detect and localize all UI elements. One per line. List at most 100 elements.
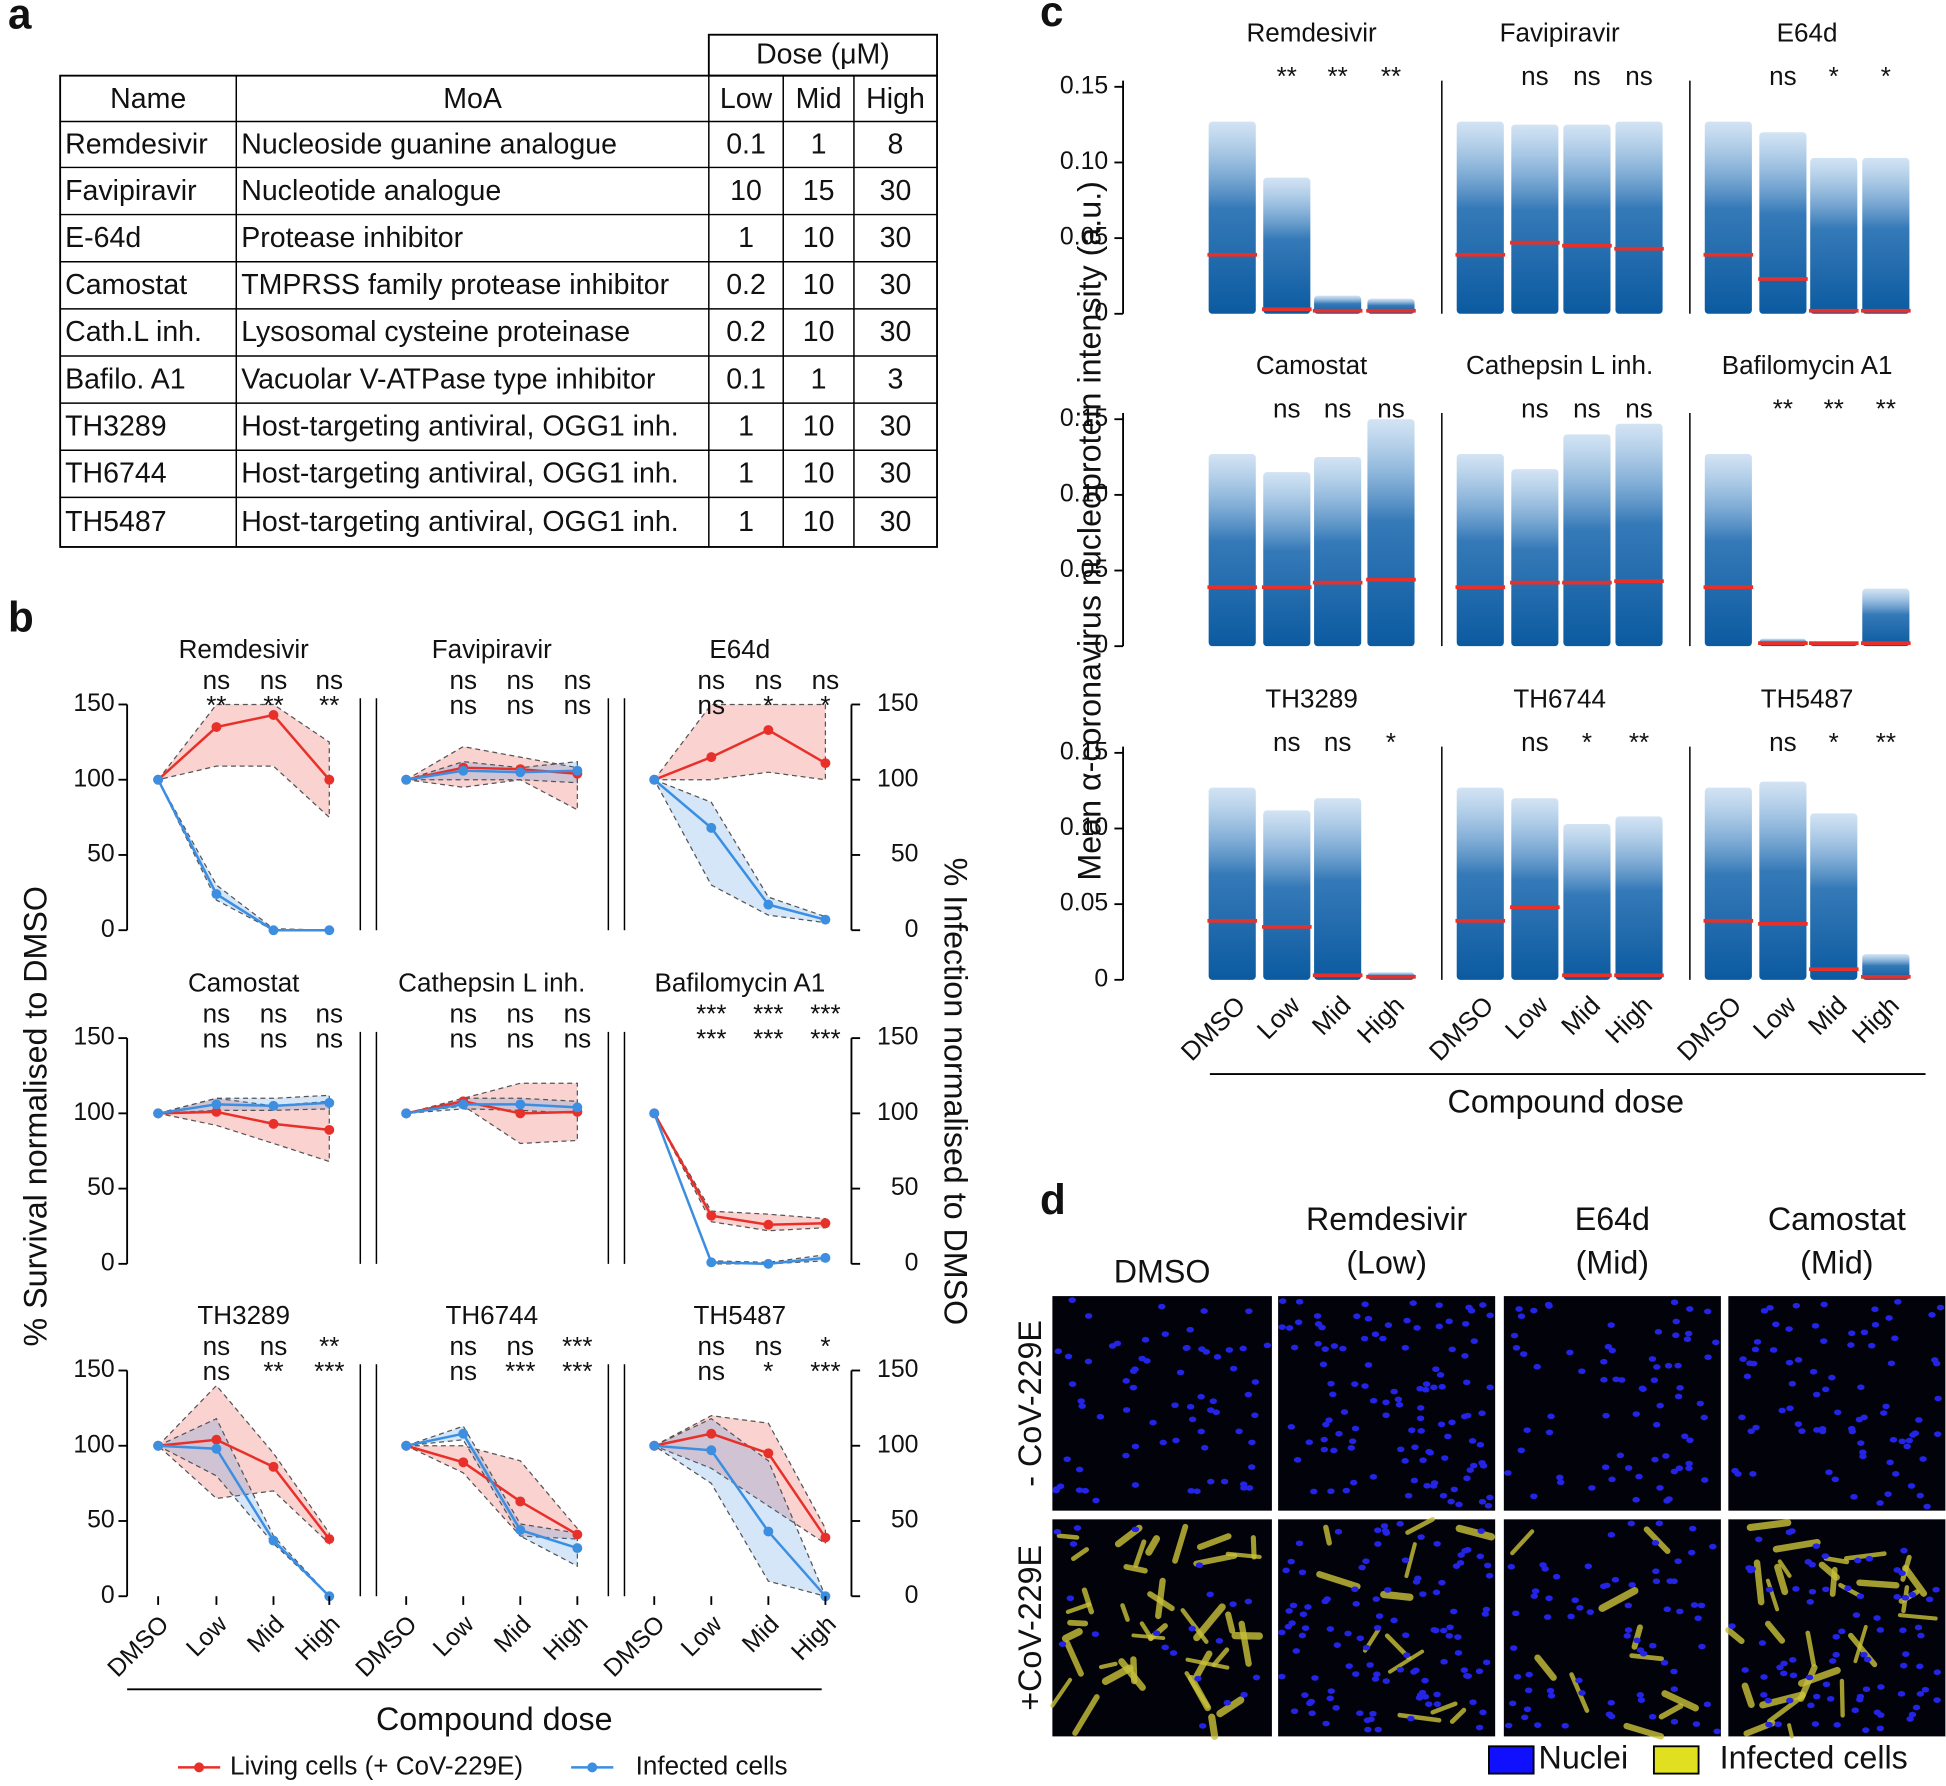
nucleus	[1820, 1301, 1828, 1308]
nucleus	[1084, 1313, 1093, 1319]
nucleus	[1654, 1328, 1663, 1335]
nucleus	[1676, 1608, 1684, 1615]
point	[324, 1097, 335, 1108]
significance-label: **	[1876, 393, 1896, 423]
nucleus	[1215, 1638, 1224, 1644]
infected-cell	[1131, 1633, 1166, 1641]
nucleus	[1760, 1674, 1768, 1680]
nucleus	[1159, 1439, 1167, 1446]
infected-cell	[1180, 1608, 1209, 1644]
nucleus	[1906, 1716, 1914, 1722]
nucleus	[1430, 1384, 1438, 1391]
infected-cell	[1208, 1713, 1219, 1740]
point-cloud	[1563, 434, 1611, 647]
x-tick-label: Mid	[489, 1611, 536, 1658]
nucleus	[1425, 1448, 1433, 1455]
y2-tick-label: 50	[891, 841, 919, 868]
significance-label: ns	[507, 1331, 535, 1361]
point	[153, 774, 164, 785]
significance-label: ns	[1573, 61, 1601, 91]
median-line	[1562, 973, 1612, 978]
point-cloud	[1511, 124, 1559, 314]
micrograph	[1503, 1519, 1721, 1740]
infected-cell	[1250, 1535, 1257, 1560]
point	[763, 1448, 774, 1459]
x-tick-label: High	[1846, 990, 1905, 1049]
table-dose-header: Dose (μM)	[756, 38, 890, 70]
nucleus	[1547, 1692, 1556, 1699]
nucleus	[1513, 1673, 1522, 1680]
nucleus	[1252, 1674, 1261, 1681]
nucleus	[1461, 1353, 1469, 1359]
nucleus	[1478, 1498, 1487, 1505]
y-tick-label: 100	[73, 1431, 114, 1458]
nucleus	[1833, 1409, 1842, 1416]
y-tick-label: 0	[101, 916, 115, 943]
nucleus	[1294, 1319, 1303, 1326]
nucleus	[1290, 1708, 1299, 1715]
nucleus	[1701, 1477, 1709, 1483]
nucleus	[1703, 1701, 1712, 1708]
nucleus	[1753, 1338, 1762, 1345]
nucleus	[1356, 1635, 1365, 1642]
nucleus	[1141, 1336, 1150, 1343]
nucleus	[1857, 1384, 1865, 1391]
line	[405, 1100, 578, 1115]
nucleus	[1425, 1701, 1433, 1708]
nucleus	[1339, 1345, 1347, 1352]
significance-label: *	[1881, 61, 1891, 91]
significance-label: ns	[1377, 393, 1405, 423]
nucleus	[1209, 1398, 1218, 1405]
micrograph	[1278, 1296, 1496, 1511]
nucleus	[1662, 1453, 1670, 1459]
significance-label: ***	[810, 1356, 840, 1386]
significance-label: **	[263, 690, 283, 720]
nucleus	[1798, 1428, 1806, 1434]
infected-cell	[1534, 1654, 1557, 1681]
nucleus	[1828, 1374, 1836, 1381]
point	[211, 889, 222, 900]
nucleus	[1670, 1299, 1679, 1306]
significance-label: *	[763, 1356, 773, 1386]
median-line	[1261, 924, 1312, 929]
nucleus	[1200, 1444, 1209, 1451]
nucleus	[1053, 1528, 1062, 1535]
nucleus	[1916, 1492, 1924, 1499]
nucleus	[1912, 1704, 1921, 1711]
nucleus	[1327, 1688, 1335, 1694]
nucleus	[1423, 1482, 1431, 1489]
nucleus	[1632, 1496, 1640, 1503]
nucleus	[1882, 1403, 1890, 1410]
nucleus	[1786, 1405, 1794, 1412]
nucleus	[1411, 1444, 1419, 1451]
nucleus	[1556, 1479, 1565, 1486]
nucleus	[1439, 1492, 1448, 1499]
infected-cell	[1145, 1535, 1161, 1556]
line	[158, 1110, 330, 1132]
nucleus	[1578, 1368, 1586, 1375]
micrograph-bg	[1728, 1296, 1946, 1511]
nucleus	[1618, 1377, 1626, 1383]
significance-label: ns	[449, 665, 477, 695]
y2-tick-label: 150	[877, 1356, 918, 1383]
significance-label: ns	[564, 999, 592, 1029]
point	[515, 1496, 526, 1507]
nucleus	[1401, 1344, 1410, 1351]
nucleus	[1437, 1421, 1446, 1428]
nucleus	[1860, 1414, 1868, 1421]
median-line	[1312, 973, 1363, 978]
nucleus	[1561, 1722, 1569, 1729]
nucleus	[1384, 1587, 1392, 1593]
nucleus	[1441, 1455, 1449, 1461]
y2-tick-label: 150	[877, 1024, 918, 1051]
nucleus	[1470, 1462, 1478, 1469]
nucleus	[1612, 1376, 1620, 1383]
infected-cell	[1056, 1533, 1080, 1540]
nucleus	[1326, 1695, 1334, 1702]
line	[653, 1112, 826, 1226]
nucleus	[1450, 1486, 1459, 1493]
point	[820, 914, 831, 925]
nucleus	[1747, 1428, 1755, 1435]
y2-tick-label: 100	[877, 765, 918, 792]
nucleus	[1674, 1393, 1683, 1400]
